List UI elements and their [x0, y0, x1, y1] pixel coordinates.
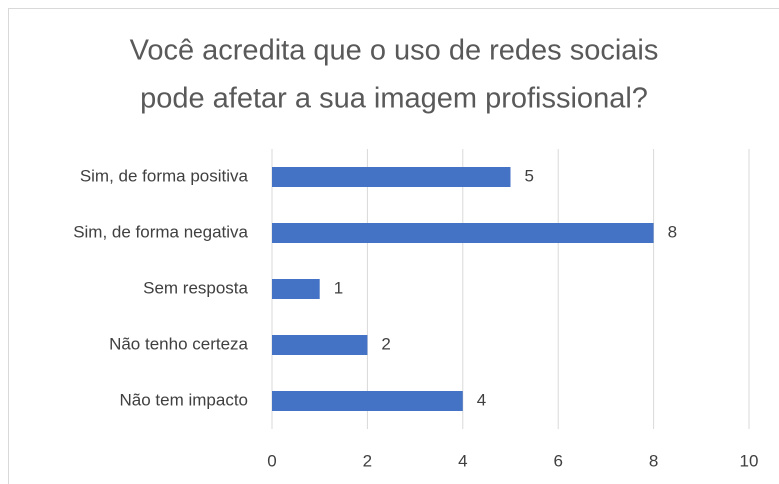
x-tick-label: 8 — [649, 451, 658, 470]
y-tick-label: Não tenho certeza — [109, 334, 248, 353]
x-tick-label: 0 — [267, 451, 276, 470]
value-label: 4 — [477, 390, 486, 409]
chart-title: pode afetar a sua imagem profissional? — [140, 83, 648, 115]
bar — [272, 279, 320, 299]
bar — [272, 335, 368, 355]
bar — [272, 223, 654, 243]
value-label: 2 — [381, 334, 390, 353]
chart-border — [8, 8, 779, 484]
value-label: 8 — [668, 222, 677, 241]
x-tick-label: 4 — [458, 451, 467, 470]
y-tick-label: Sim, de forma positiva — [80, 166, 249, 185]
bar — [272, 391, 463, 411]
bar — [272, 167, 511, 187]
chart-title: Você acredita que o uso de redes sociais — [130, 35, 659, 67]
value-label: 5 — [525, 166, 534, 185]
x-tick-label: 6 — [553, 451, 562, 470]
y-tick-label: Sem resposta — [143, 278, 248, 297]
y-tick-label: Sim, de forma negativa — [73, 222, 248, 241]
y-tick-label: Não tem impacto — [120, 390, 249, 409]
x-tick-label: 10 — [740, 451, 759, 470]
x-tick-label: 2 — [363, 451, 372, 470]
value-label: 1 — [334, 278, 343, 297]
